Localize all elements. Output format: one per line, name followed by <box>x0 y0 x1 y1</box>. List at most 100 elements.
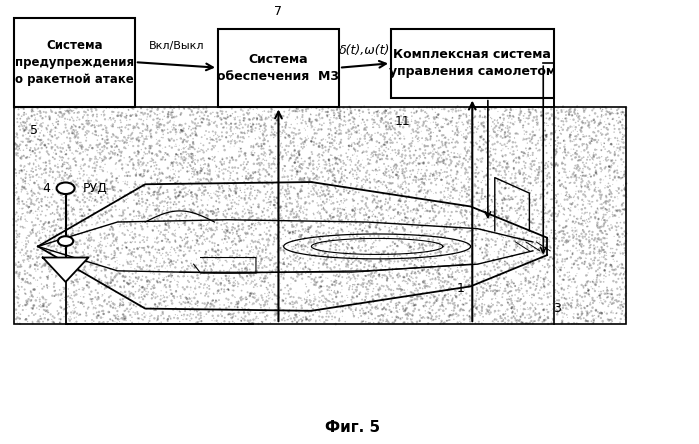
Point <box>454 254 465 261</box>
Point <box>612 163 624 170</box>
Point <box>601 209 612 216</box>
Point <box>350 275 361 282</box>
Point <box>327 161 338 168</box>
Point <box>89 104 100 111</box>
Point <box>80 263 91 270</box>
Point <box>460 283 471 290</box>
Point <box>322 255 333 262</box>
Point <box>152 278 163 285</box>
Point <box>20 178 31 185</box>
Point <box>204 139 215 147</box>
Point <box>426 313 438 320</box>
Point <box>166 258 177 265</box>
Point <box>190 130 201 137</box>
Point <box>380 286 391 293</box>
Point <box>605 249 616 256</box>
Point <box>352 182 363 189</box>
Point <box>255 114 266 121</box>
Point <box>484 285 496 292</box>
Point <box>391 242 403 249</box>
Point <box>291 311 302 318</box>
Point <box>421 166 432 174</box>
Point <box>599 165 610 172</box>
Point <box>575 148 586 155</box>
Point <box>334 121 345 128</box>
Point <box>350 286 361 293</box>
Point <box>147 121 158 128</box>
Point <box>335 175 346 182</box>
Point <box>621 124 632 131</box>
Text: 5: 5 <box>31 124 38 137</box>
Point <box>428 170 440 177</box>
Point <box>22 256 34 263</box>
Point <box>608 143 619 151</box>
Point <box>187 193 199 200</box>
Point <box>234 113 245 120</box>
Point <box>80 103 91 110</box>
Point <box>254 239 265 246</box>
Point <box>515 202 526 210</box>
Point <box>419 154 431 161</box>
Point <box>600 131 612 139</box>
Point <box>165 103 176 110</box>
Point <box>56 177 67 184</box>
Point <box>589 235 600 242</box>
Point <box>425 170 436 177</box>
Point <box>456 233 467 240</box>
Point <box>48 233 59 240</box>
Point <box>577 310 588 317</box>
Point <box>244 266 255 273</box>
Point <box>268 179 279 186</box>
Point <box>22 196 34 203</box>
Point <box>539 178 550 185</box>
Point <box>541 275 552 282</box>
Point <box>305 191 317 198</box>
Point <box>473 318 484 325</box>
Point <box>477 296 489 303</box>
Point <box>231 230 243 238</box>
Point <box>291 223 303 230</box>
Point <box>409 119 420 127</box>
Point <box>85 206 96 214</box>
Point <box>433 137 445 144</box>
Point <box>509 237 520 244</box>
Point <box>80 310 92 317</box>
Point <box>298 255 309 262</box>
Point <box>421 143 432 150</box>
Point <box>514 170 526 177</box>
Point <box>115 297 127 304</box>
Point <box>280 300 291 307</box>
Point <box>596 111 607 119</box>
Point <box>293 201 304 208</box>
Point <box>602 286 613 293</box>
Point <box>154 147 165 155</box>
Point <box>612 238 624 245</box>
Point <box>305 111 317 118</box>
Point <box>493 203 504 210</box>
Point <box>250 317 261 324</box>
Point <box>291 319 303 326</box>
Point <box>182 155 194 163</box>
Point <box>436 204 447 211</box>
Point <box>318 283 329 290</box>
Point <box>134 195 145 202</box>
Point <box>528 260 539 267</box>
Point <box>310 135 321 142</box>
Point <box>497 111 508 118</box>
Point <box>233 164 244 171</box>
Point <box>138 316 149 323</box>
Point <box>392 190 403 197</box>
Point <box>282 207 293 214</box>
Point <box>567 294 578 301</box>
Point <box>588 276 599 283</box>
Point <box>189 171 200 178</box>
Point <box>209 153 220 160</box>
Point <box>438 160 449 167</box>
Point <box>320 301 331 309</box>
Point <box>441 317 452 324</box>
Point <box>495 280 506 287</box>
Point <box>59 251 71 258</box>
Point <box>59 172 70 179</box>
Point <box>552 163 563 170</box>
Point <box>332 212 343 219</box>
